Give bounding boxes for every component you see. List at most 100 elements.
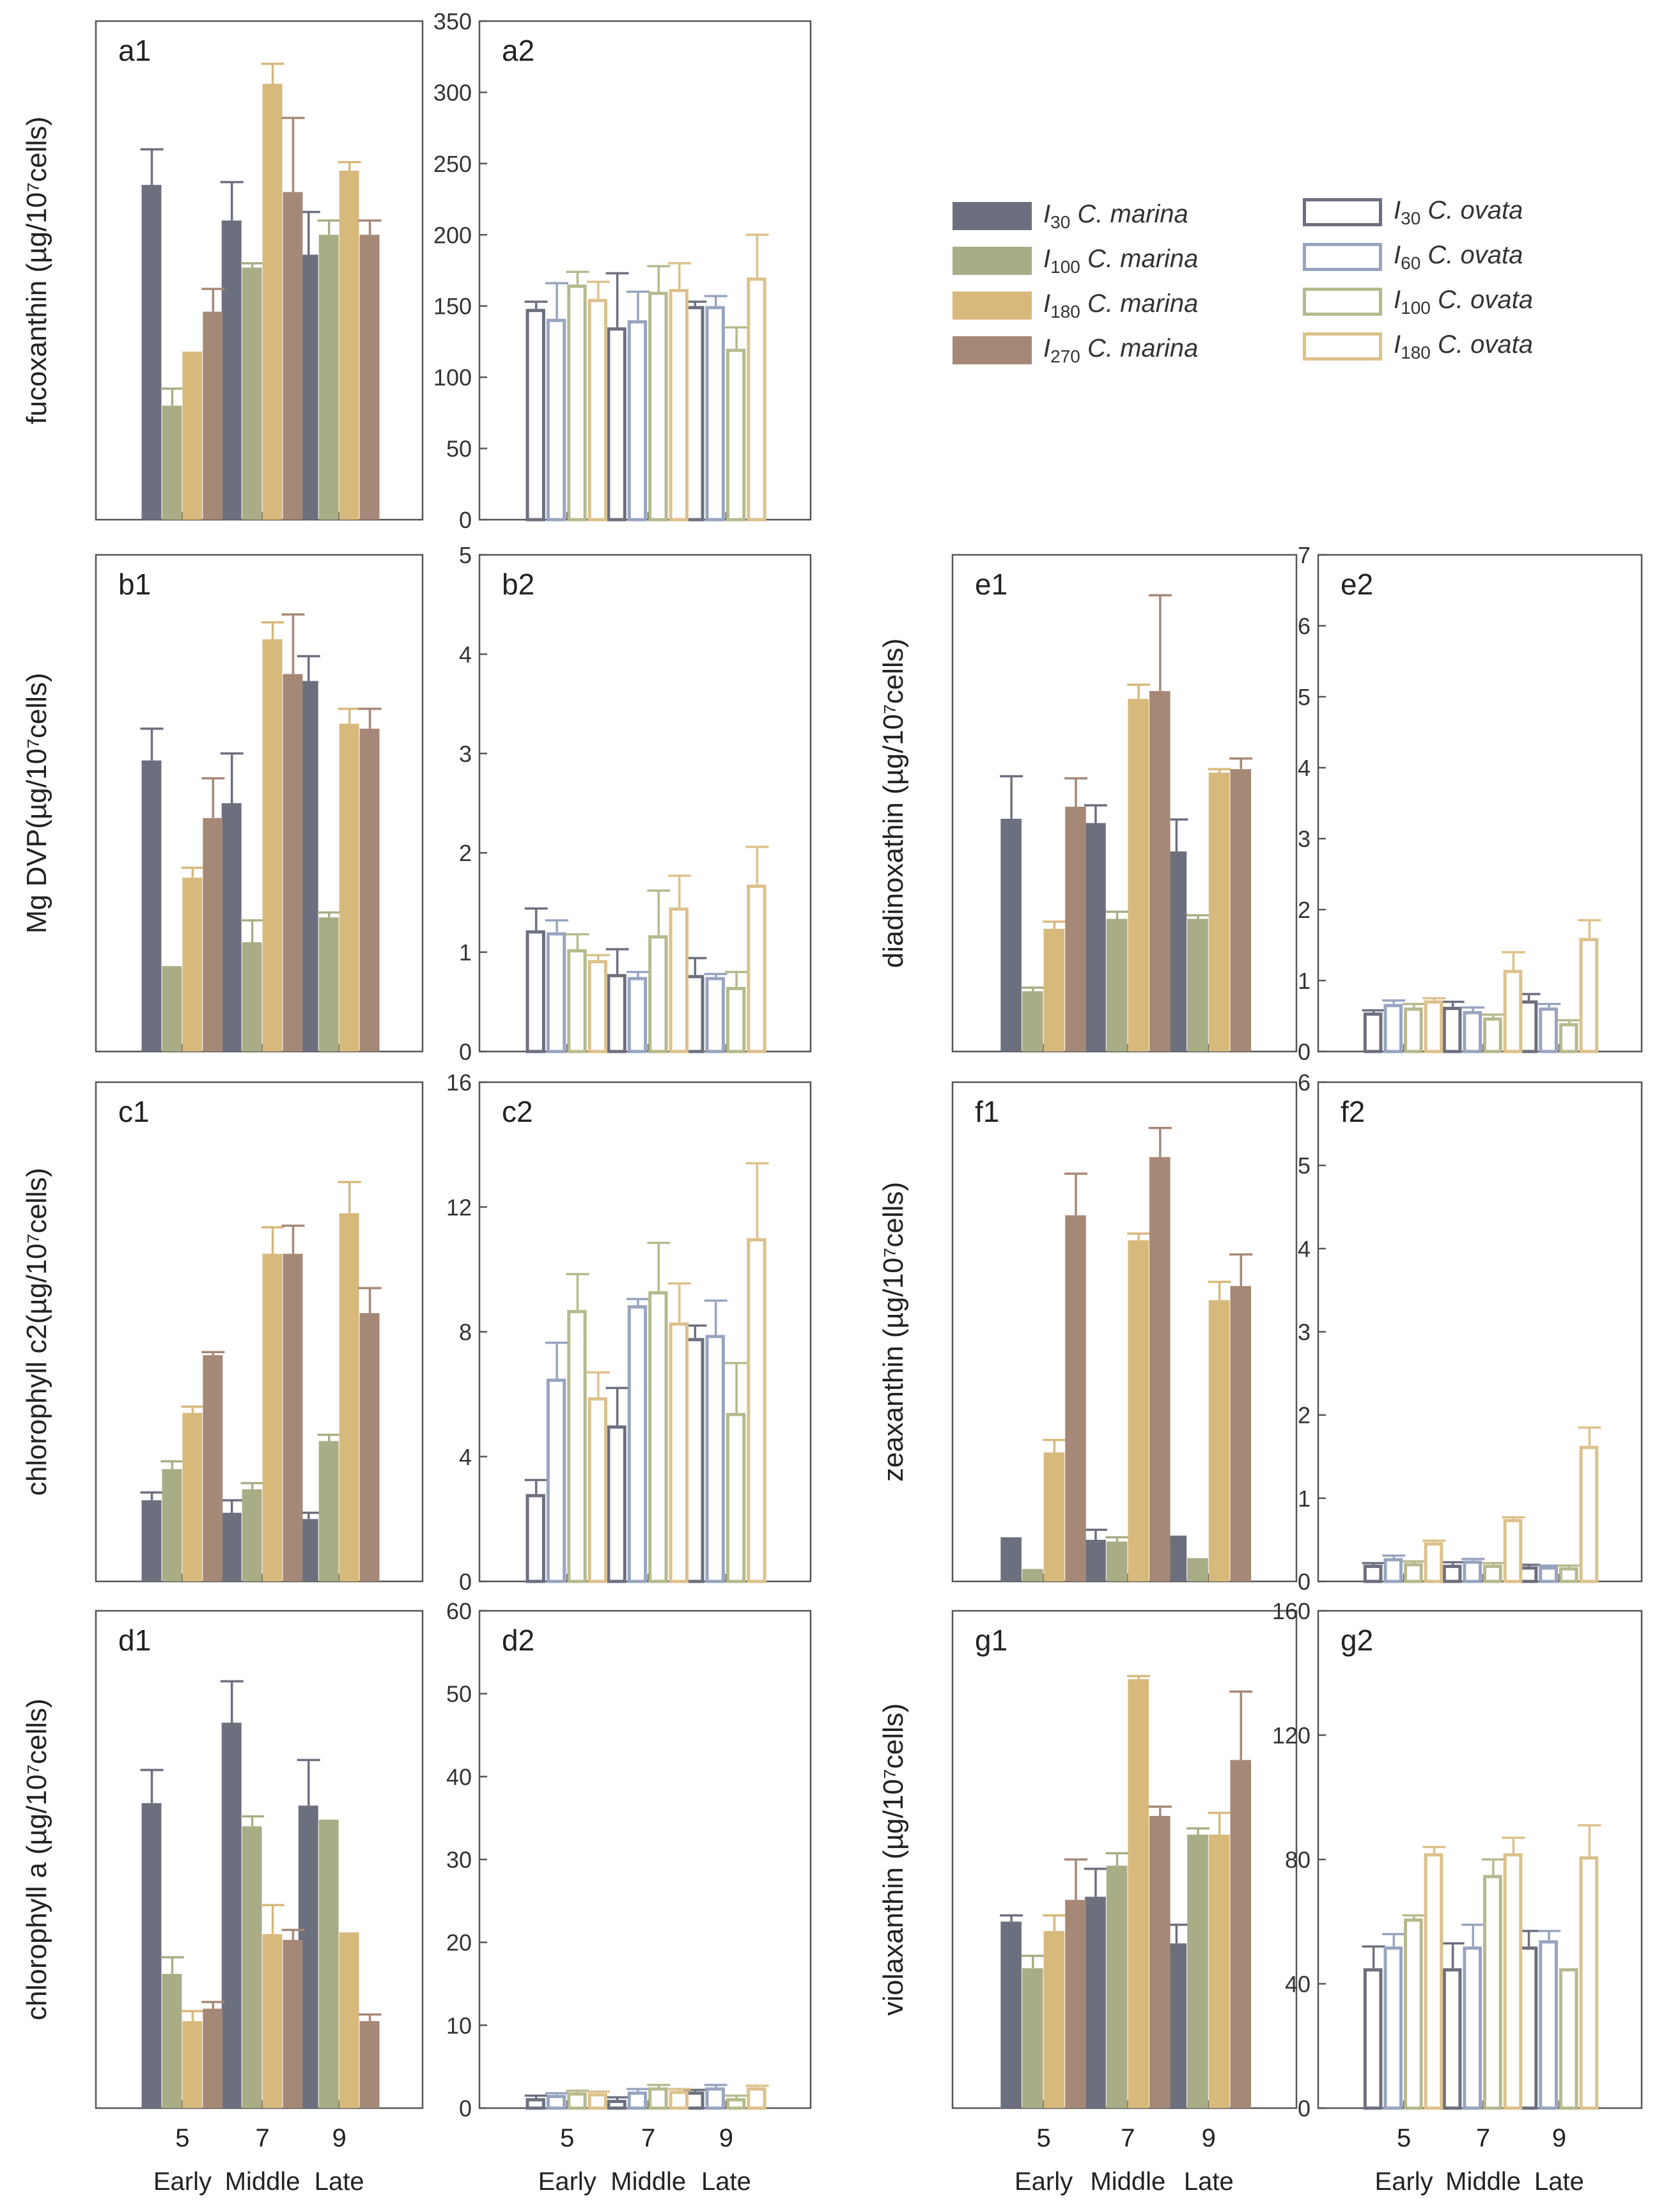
x-tick-label: 5	[560, 2124, 574, 2152]
bar	[203, 311, 223, 520]
legend-item-ovata-i180: I180 C. ovata	[1303, 329, 1533, 364]
bar	[1065, 807, 1086, 1052]
y-tick-label: 30	[446, 1847, 472, 1873]
bar	[242, 267, 262, 520]
y-tick-label: 4	[459, 1444, 472, 1470]
panel-a2: a2 0 50 100 150 200 250 300 350	[433, 8, 812, 533]
bar	[262, 1934, 283, 2108]
bar	[242, 942, 262, 1052]
panel-label: c2	[502, 1095, 533, 1128]
x-tick-label: 9	[719, 2124, 733, 2152]
legend-item-marina-i100: I100 C. marina	[953, 243, 1198, 279]
bar	[1065, 1900, 1086, 2108]
panel-b1: b1	[95, 554, 424, 1053]
y-tick-label: 100	[433, 364, 472, 391]
bar	[669, 2090, 688, 2110]
legend-item-marina-i30: I30 C. marina	[953, 198, 1188, 234]
bar	[525, 930, 545, 1053]
bar	[1022, 1968, 1043, 2108]
bar	[1208, 1835, 1230, 2108]
bar	[1128, 699, 1149, 1052]
y-tick-label: 0	[459, 1039, 472, 1065]
bar	[359, 235, 380, 520]
y-tick-label: 4	[459, 641, 472, 667]
y-tick-label: 50	[446, 1681, 472, 1707]
bar	[1022, 1569, 1043, 1581]
bar	[283, 674, 303, 1052]
legend-item-ovata-i30: I30 C. ovata	[1303, 194, 1523, 230]
y-axis-title: fucoxanthin (µg/10⁷cells)	[21, 116, 52, 424]
bar	[747, 277, 766, 522]
bar	[283, 192, 303, 520]
y-tick-label: 200	[433, 222, 472, 248]
bar	[1518, 1946, 1538, 2110]
bar	[283, 1253, 303, 1581]
panel-a1: a1	[95, 20, 424, 521]
bar	[318, 917, 339, 1052]
y-tick-label: 40	[446, 1764, 472, 1790]
legend: I30 C. marina I100 C. marina I180 C. mar…	[953, 185, 1592, 377]
bar	[607, 2100, 626, 2110]
panel-label: d1	[118, 1624, 151, 1657]
bar	[1085, 823, 1106, 1052]
x-phase-label: Middle	[225, 2168, 300, 2196]
bar	[1579, 938, 1599, 1053]
bar	[141, 760, 162, 1052]
bar	[203, 2008, 223, 2108]
legend-swatch-marina-i270	[953, 336, 1032, 364]
bar	[587, 2093, 608, 2110]
panel-label: g2	[1341, 1624, 1373, 1657]
bar	[546, 2095, 566, 2110]
bar	[1539, 1566, 1558, 1583]
panel-label: a2	[502, 34, 534, 67]
panel-label: b1	[118, 568, 151, 601]
bar	[141, 1500, 162, 1581]
bar	[685, 2091, 704, 2110]
y-tick-label: 2	[1298, 897, 1311, 923]
bar	[567, 1310, 587, 1583]
y-axis-title: chlorophyll a (µg/10⁷cells)	[21, 1698, 52, 2021]
y-tick-label: 20	[446, 1930, 472, 1956]
bar	[1442, 1007, 1462, 1053]
bar	[262, 1253, 283, 1581]
panel-d2: d2 0 10 20 30 40 50 60 5 Early 7 Middle 9 Late	[446, 1598, 812, 2196]
y-tick-label: 160	[1272, 1598, 1311, 1624]
x-phase-label: Middle	[1445, 2168, 1521, 2196]
bar	[221, 1723, 242, 2108]
panel-e1: e1	[951, 554, 1298, 1053]
bar	[221, 803, 242, 1052]
bar	[1424, 1000, 1443, 1053]
y-tick-label: 0	[1298, 1039, 1311, 1065]
bar	[1404, 1007, 1423, 1053]
bar	[1363, 1968, 1383, 2110]
bar	[1000, 818, 1022, 1052]
legend-item-marina-i270: I270 C. marina	[953, 332, 1198, 368]
bar	[1424, 1853, 1443, 2110]
y-tick-label: 5	[459, 542, 472, 568]
bar	[1106, 1541, 1128, 1581]
bar	[1442, 1564, 1462, 1583]
x-phase-label: Early	[1015, 2168, 1073, 2196]
x-tick-label: 5	[1036, 2124, 1050, 2152]
bar	[705, 1335, 725, 1583]
y-tick-label: 60	[446, 1598, 472, 1624]
bar	[141, 1803, 162, 2108]
bar	[1043, 928, 1065, 1052]
bar	[1208, 772, 1230, 1052]
bar	[221, 1512, 242, 1581]
y-tick-label: 50	[446, 436, 472, 462]
bar	[318, 235, 339, 520]
legend-item-ovata-i60: I60 C. ovata	[1303, 239, 1523, 275]
bar	[648, 291, 668, 522]
chart-b: Mg DVP(µg/10⁷cells) b1 b2 0 1 2 3 4 5	[21, 542, 812, 1065]
y-tick-label: 6	[1298, 1069, 1311, 1096]
x-phase-label: Late	[701, 2168, 751, 2196]
bar	[1383, 1004, 1403, 1053]
panel-c1: c1	[95, 1081, 424, 1583]
bar	[221, 221, 242, 520]
x-phase-label: Early	[538, 2168, 596, 2196]
bar	[359, 1313, 380, 1581]
y-tick-label: 3	[1298, 1319, 1311, 1346]
panel-c2: c2 0 4 8 12 16	[446, 1069, 812, 1595]
